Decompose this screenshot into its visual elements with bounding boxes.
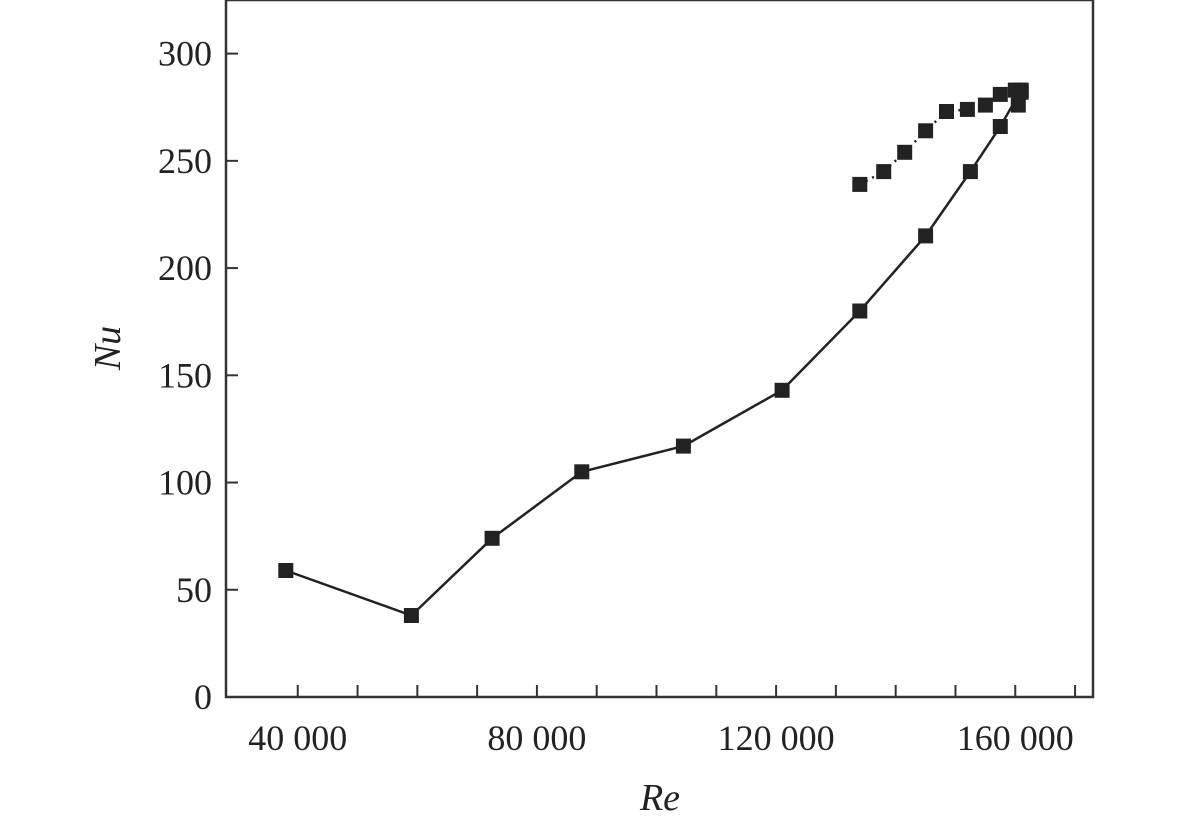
data-point-marker	[918, 228, 934, 244]
plot-frame	[224, 0, 1095, 699]
y-axis-ticks	[226, 52, 238, 698]
data-point-marker	[962, 164, 978, 180]
data-point-marker	[403, 608, 419, 623]
data-point-marker	[852, 303, 868, 319]
x-tick-label: 160 000	[957, 718, 1074, 758]
x-tick-label: 120 000	[718, 718, 835, 758]
data-point-marker	[278, 563, 294, 578]
data-point-marker	[675, 438, 691, 454]
series-line	[285, 89, 1023, 617]
y-tick-label: 300	[158, 34, 212, 74]
x-tick-label: 40 000	[248, 718, 347, 758]
data-point-marker	[959, 101, 975, 117]
data-point-marker	[992, 86, 1008, 102]
data-point-marker	[992, 119, 1008, 134]
data-point-marker	[939, 104, 954, 119]
y-axis-label: Nu	[87, 326, 129, 371]
y-tick-label: 250	[158, 141, 212, 181]
y-tick-label: 50	[176, 570, 212, 610]
data-point-marker	[918, 123, 934, 139]
y-axis-tick-labels: 0 50 100 150 200 250 300	[158, 34, 212, 717]
y-tick-label: 200	[158, 248, 212, 288]
x-axis-ticks	[296, 685, 1077, 697]
x-axis-tick-labels: 40 000 80 000 120 000 160 000	[248, 718, 1074, 758]
data-point-marker	[774, 382, 790, 398]
data-point-marker	[897, 144, 913, 160]
data-point-marker	[1013, 84, 1029, 100]
x-tick-label: 80 000	[487, 718, 586, 758]
data-point-marker	[1010, 97, 1026, 113]
data-series	[278, 82, 1029, 623]
y-tick-label: 0	[194, 677, 212, 717]
series-2	[852, 82, 1029, 192]
y-tick-label: 100	[158, 463, 212, 503]
x-axis-label: Re	[639, 777, 680, 819]
data-point-marker	[852, 176, 868, 192]
data-point-marker	[977, 97, 993, 113]
data-point-marker	[484, 530, 500, 546]
data-point-marker	[574, 464, 590, 480]
series-1	[278, 82, 1029, 623]
data-point-marker	[876, 164, 892, 180]
y-tick-label: 150	[158, 355, 212, 395]
